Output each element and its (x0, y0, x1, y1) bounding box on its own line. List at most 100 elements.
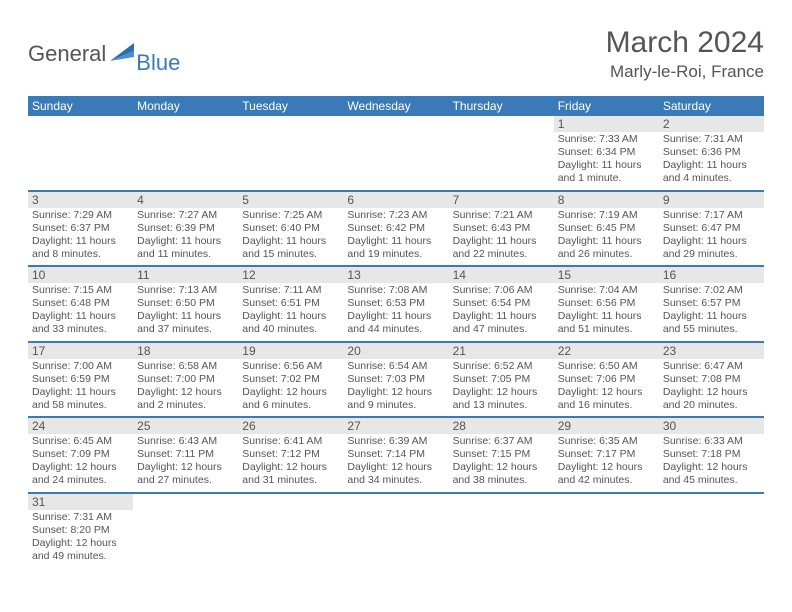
logo-text-blue: Blue (136, 50, 180, 76)
day-number: 12 (238, 267, 343, 283)
calendar-day (343, 494, 448, 568)
calendar-day: 27Sunrise: 6:39 AMSunset: 7:14 PMDayligh… (343, 418, 448, 492)
daylight-text: Daylight: 12 hours and 49 minutes. (32, 537, 129, 563)
calendar-day: 24Sunrise: 6:45 AMSunset: 7:09 PMDayligh… (28, 418, 133, 492)
daylight-text: Daylight: 11 hours and 26 minutes. (558, 235, 655, 261)
sunset-text: Sunset: 7:18 PM (663, 448, 760, 461)
sunset-text: Sunset: 7:17 PM (558, 448, 655, 461)
daylight-text: Daylight: 11 hours and 19 minutes. (347, 235, 444, 261)
sunrise-text: Sunrise: 7:13 AM (137, 284, 234, 297)
sunrise-text: Sunrise: 7:17 AM (663, 209, 760, 222)
sunset-text: Sunset: 7:02 PM (242, 373, 339, 386)
sunset-text: Sunset: 6:59 PM (32, 373, 129, 386)
sunset-text: Sunset: 6:36 PM (663, 146, 760, 159)
calendar-day: 29Sunrise: 6:35 AMSunset: 7:17 PMDayligh… (554, 418, 659, 492)
sunrise-text: Sunrise: 6:33 AM (663, 435, 760, 448)
daylight-text: Daylight: 11 hours and 29 minutes. (663, 235, 760, 261)
calendar-week: 24Sunrise: 6:45 AMSunset: 7:09 PMDayligh… (28, 418, 764, 494)
header: General Blue March 2024 Marly-le-Roi, Fr… (28, 26, 764, 82)
sunrise-text: Sunrise: 7:06 AM (453, 284, 550, 297)
calendar-day: 8Sunrise: 7:19 AMSunset: 6:45 PMDaylight… (554, 192, 659, 266)
sunset-text: Sunset: 6:56 PM (558, 297, 655, 310)
sunset-text: Sunset: 6:45 PM (558, 222, 655, 235)
daylight-text: Daylight: 12 hours and 13 minutes. (453, 386, 550, 412)
calendar-day: 4Sunrise: 7:27 AMSunset: 6:39 PMDaylight… (133, 192, 238, 266)
daylight-text: Daylight: 12 hours and 31 minutes. (242, 461, 339, 487)
calendar-day: 1Sunrise: 7:33 AMSunset: 6:34 PMDaylight… (554, 116, 659, 190)
sunrise-text: Sunrise: 7:02 AM (663, 284, 760, 297)
day-content: Sunrise: 7:06 AMSunset: 6:54 PMDaylight:… (449, 283, 554, 341)
day-number: 6 (343, 192, 448, 208)
daylight-text: Daylight: 11 hours and 44 minutes. (347, 310, 444, 336)
sunrise-text: Sunrise: 7:04 AM (558, 284, 655, 297)
calendar-day: 21Sunrise: 6:52 AMSunset: 7:05 PMDayligh… (449, 343, 554, 417)
daylight-text: Daylight: 11 hours and 37 minutes. (137, 310, 234, 336)
day-number: 17 (28, 343, 133, 359)
logo: General Blue (28, 32, 180, 76)
sunset-text: Sunset: 6:47 PM (663, 222, 760, 235)
sunrise-text: Sunrise: 6:39 AM (347, 435, 444, 448)
daylight-text: Daylight: 12 hours and 24 minutes. (32, 461, 129, 487)
sunrise-text: Sunrise: 6:45 AM (32, 435, 129, 448)
daylight-text: Daylight: 12 hours and 38 minutes. (453, 461, 550, 487)
weekday-header: Tuesday (238, 96, 343, 116)
day-content: Sunrise: 7:29 AMSunset: 6:37 PMDaylight:… (28, 208, 133, 266)
sunset-text: Sunset: 7:08 PM (663, 373, 760, 386)
day-content: Sunrise: 6:58 AMSunset: 7:00 PMDaylight:… (133, 359, 238, 417)
day-content: Sunrise: 6:52 AMSunset: 7:05 PMDaylight:… (449, 359, 554, 417)
day-content: Sunrise: 7:33 AMSunset: 6:34 PMDaylight:… (554, 132, 659, 190)
calendar-day (238, 116, 343, 190)
calendar-day: 20Sunrise: 6:54 AMSunset: 7:03 PMDayligh… (343, 343, 448, 417)
day-number: 27 (343, 418, 448, 434)
day-number: 5 (238, 192, 343, 208)
day-number: 14 (449, 267, 554, 283)
calendar-day (554, 494, 659, 568)
sunset-text: Sunset: 6:54 PM (453, 297, 550, 310)
daylight-text: Daylight: 12 hours and 2 minutes. (137, 386, 234, 412)
sunrise-text: Sunrise: 7:11 AM (242, 284, 339, 297)
sunrise-text: Sunrise: 7:23 AM (347, 209, 444, 222)
daylight-text: Daylight: 11 hours and 58 minutes. (32, 386, 129, 412)
calendar-day (659, 494, 764, 568)
sunrise-text: Sunrise: 7:21 AM (453, 209, 550, 222)
calendar-day (238, 494, 343, 568)
daylight-text: Daylight: 12 hours and 16 minutes. (558, 386, 655, 412)
day-content: Sunrise: 7:13 AMSunset: 6:50 PMDaylight:… (133, 283, 238, 341)
day-number: 28 (449, 418, 554, 434)
day-content: Sunrise: 6:41 AMSunset: 7:12 PMDaylight:… (238, 434, 343, 492)
calendar-day: 9Sunrise: 7:17 AMSunset: 6:47 PMDaylight… (659, 192, 764, 266)
calendar-week: 17Sunrise: 7:00 AMSunset: 6:59 PMDayligh… (28, 343, 764, 419)
sunset-text: Sunset: 6:57 PM (663, 297, 760, 310)
day-content: Sunrise: 6:50 AMSunset: 7:06 PMDaylight:… (554, 359, 659, 417)
sunrise-text: Sunrise: 7:29 AM (32, 209, 129, 222)
sunrise-text: Sunrise: 6:54 AM (347, 360, 444, 373)
calendar-day: 30Sunrise: 6:33 AMSunset: 7:18 PMDayligh… (659, 418, 764, 492)
calendar-week: 31Sunrise: 7:31 AMSunset: 8:20 PMDayligh… (28, 494, 764, 568)
daylight-text: Daylight: 11 hours and 55 minutes. (663, 310, 760, 336)
sunrise-text: Sunrise: 6:58 AM (137, 360, 234, 373)
day-content: Sunrise: 6:56 AMSunset: 7:02 PMDaylight:… (238, 359, 343, 417)
day-number: 9 (659, 192, 764, 208)
sunset-text: Sunset: 8:20 PM (32, 524, 129, 537)
calendar-week: 1Sunrise: 7:33 AMSunset: 6:34 PMDaylight… (28, 116, 764, 192)
sunrise-text: Sunrise: 7:33 AM (558, 133, 655, 146)
day-content: Sunrise: 7:19 AMSunset: 6:45 PMDaylight:… (554, 208, 659, 266)
sunrise-text: Sunrise: 6:43 AM (137, 435, 234, 448)
day-content: Sunrise: 7:02 AMSunset: 6:57 PMDaylight:… (659, 283, 764, 341)
sunrise-text: Sunrise: 6:37 AM (453, 435, 550, 448)
sunset-text: Sunset: 6:40 PM (242, 222, 339, 235)
calendar-day: 12Sunrise: 7:11 AMSunset: 6:51 PMDayligh… (238, 267, 343, 341)
day-content: Sunrise: 7:31 AMSunset: 6:36 PMDaylight:… (659, 132, 764, 190)
day-number: 19 (238, 343, 343, 359)
day-number: 20 (343, 343, 448, 359)
daylight-text: Daylight: 11 hours and 40 minutes. (242, 310, 339, 336)
sunrise-text: Sunrise: 7:15 AM (32, 284, 129, 297)
calendar-day: 14Sunrise: 7:06 AMSunset: 6:54 PMDayligh… (449, 267, 554, 341)
day-content: Sunrise: 6:37 AMSunset: 7:15 PMDaylight:… (449, 434, 554, 492)
calendar-day (133, 494, 238, 568)
weekday-header: Saturday (659, 96, 764, 116)
weekday-header: Friday (554, 96, 659, 116)
sunset-text: Sunset: 6:34 PM (558, 146, 655, 159)
calendar-day: 18Sunrise: 6:58 AMSunset: 7:00 PMDayligh… (133, 343, 238, 417)
location: Marly-le-Roi, France (606, 62, 764, 82)
